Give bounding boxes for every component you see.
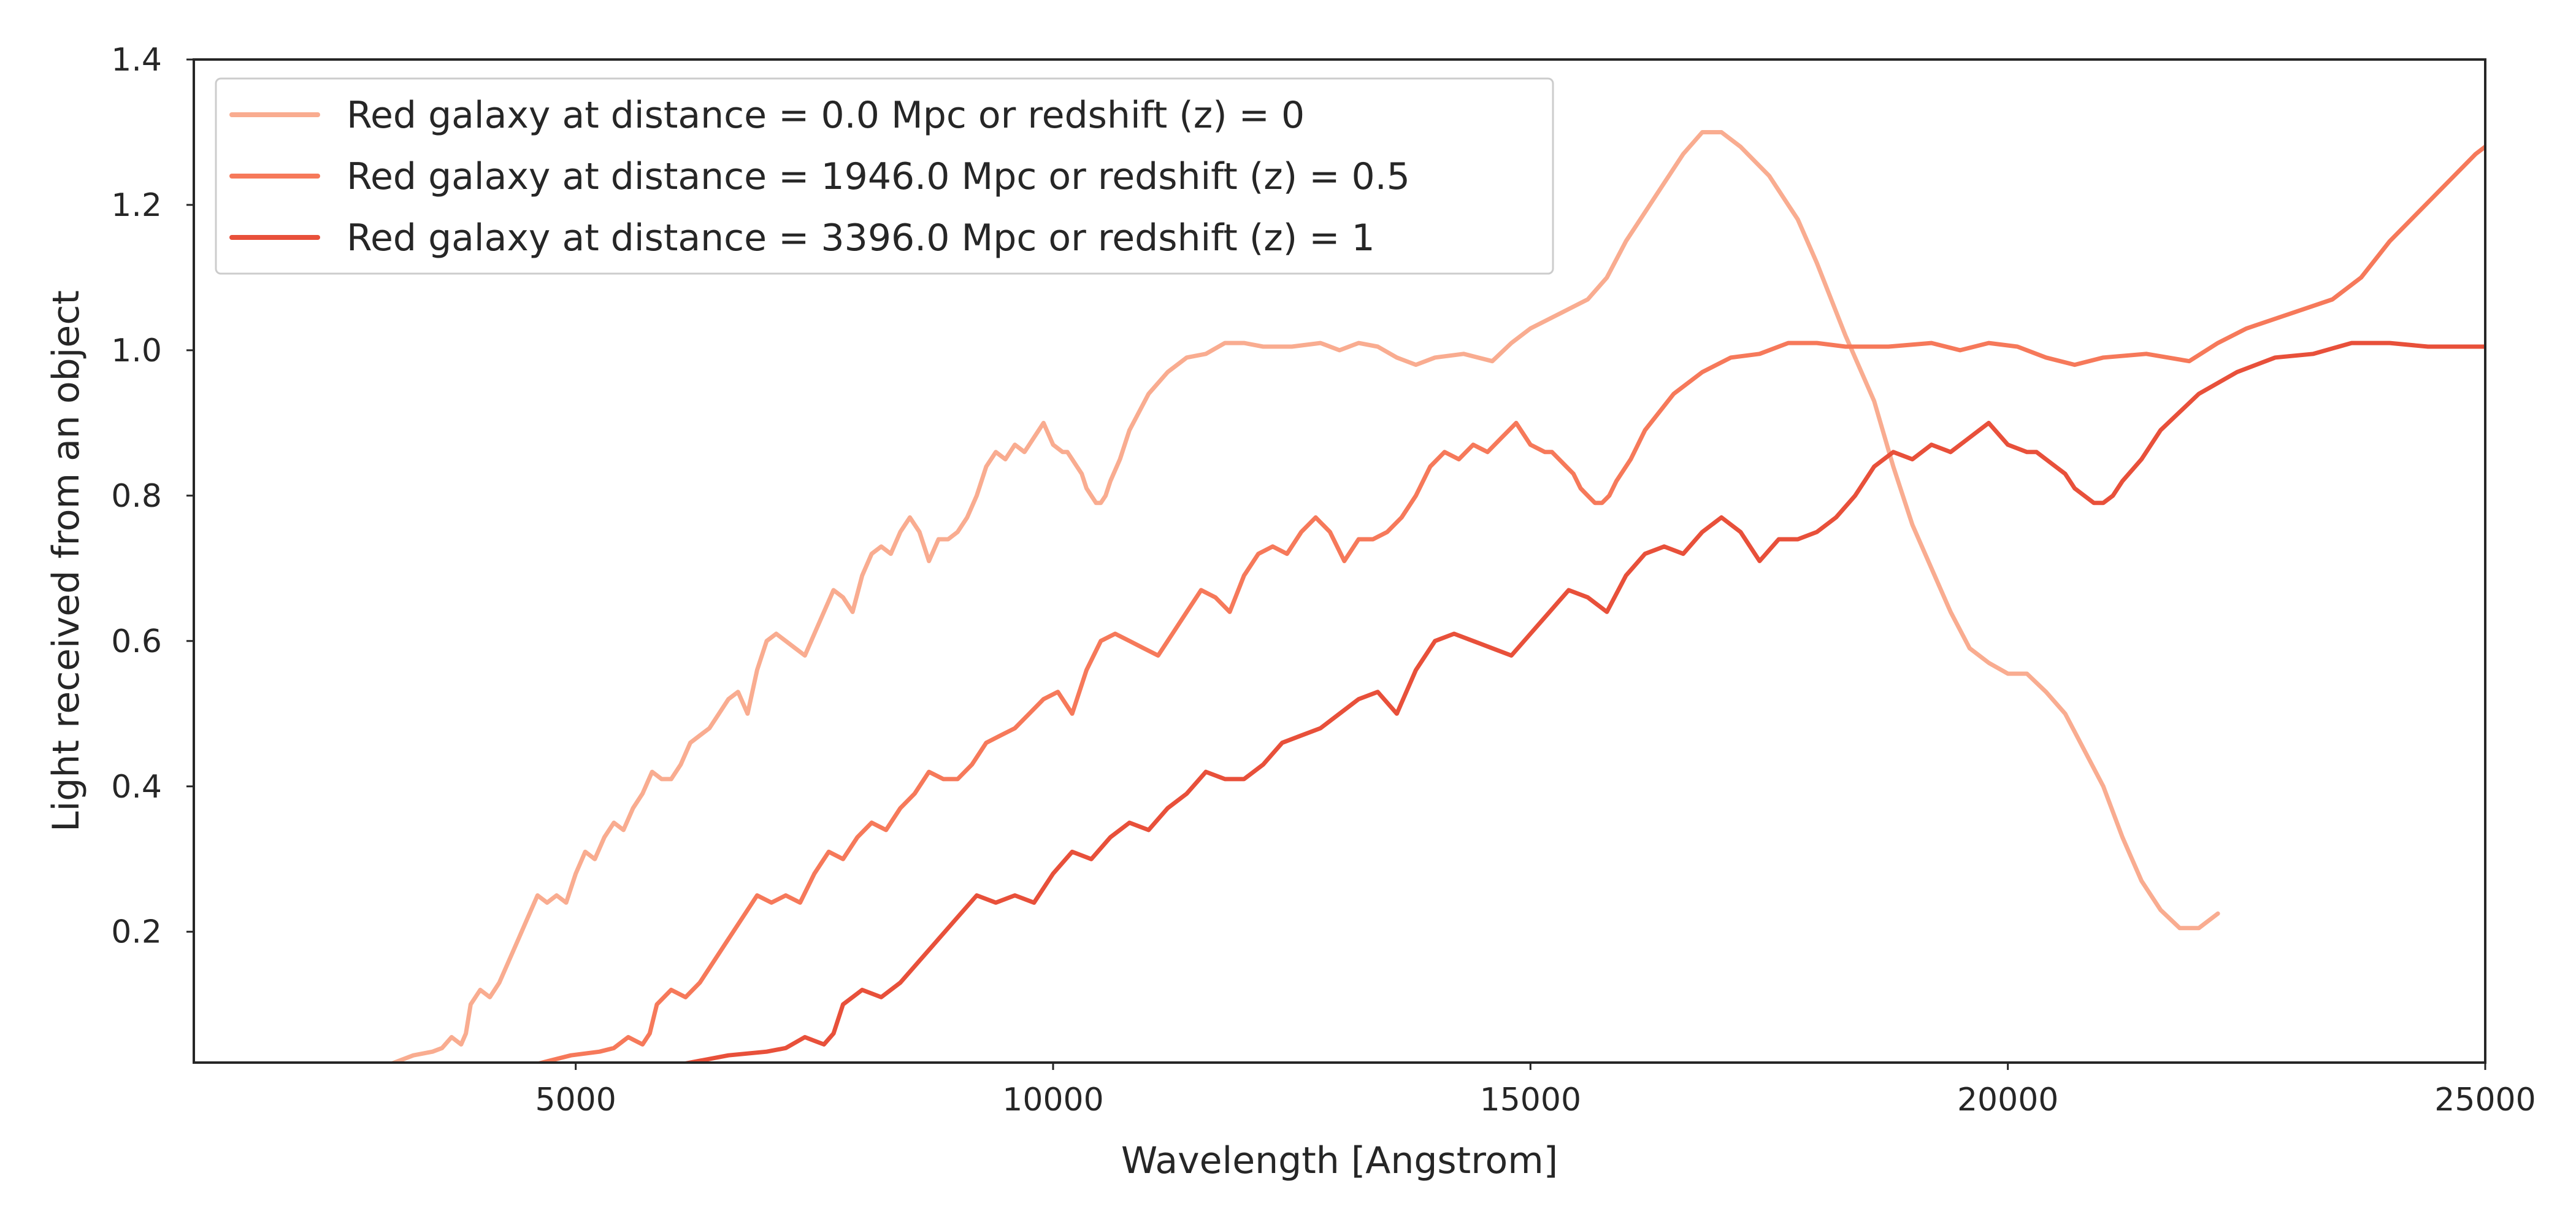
y-tick-label-1: 0.4 [111, 769, 162, 806]
legend-label-2: Red galaxy at distance = 3396.0 Mpc or r… [347, 217, 1375, 260]
x-tick-label-4: 25000 [2434, 1082, 2536, 1118]
series-layer [388, 130, 2485, 1063]
y-tick-label-6: 1.4 [111, 42, 162, 79]
legend: Red galaxy at distance = 0.0 Mpc or reds… [215, 77, 1554, 275]
x-tick-label-0: 5000 [535, 1082, 616, 1118]
y-tick-label-3: 0.8 [111, 478, 162, 515]
y-tick-label-0: 0.2 [111, 914, 162, 951]
y-tick-label-5: 1.2 [111, 187, 162, 224]
y-tick-label-4: 1.0 [111, 333, 162, 369]
x-tick-label-3: 20000 [1957, 1082, 2058, 1118]
legend-label-0: Red galaxy at distance = 0.0 Mpc or reds… [347, 94, 1305, 137]
legend-label-1: Red galaxy at distance = 1946.0 Mpc or r… [347, 155, 1410, 198]
legend-box [215, 77, 1554, 275]
series-line-1 [533, 144, 2485, 1063]
series-line-2 [678, 340, 2485, 1063]
x-tick-label-2: 15000 [1480, 1082, 1581, 1118]
x-tick-label-1: 10000 [1002, 1082, 1103, 1118]
x-axis-label: Wavelength [Angstrom] [1121, 1139, 1558, 1182]
plot-frame [193, 58, 2486, 1064]
y-axis: 0.2 0.4 0.6 0.8 1.0 1.2 1.4 [111, 42, 194, 951]
x-axis: 5000 10000 15000 20000 25000 [535, 1063, 2536, 1118]
series-line-0 [388, 130, 2220, 1063]
y-tick-label-2: 0.6 [111, 623, 162, 660]
y-axis-label: Light received from an object [45, 290, 88, 832]
